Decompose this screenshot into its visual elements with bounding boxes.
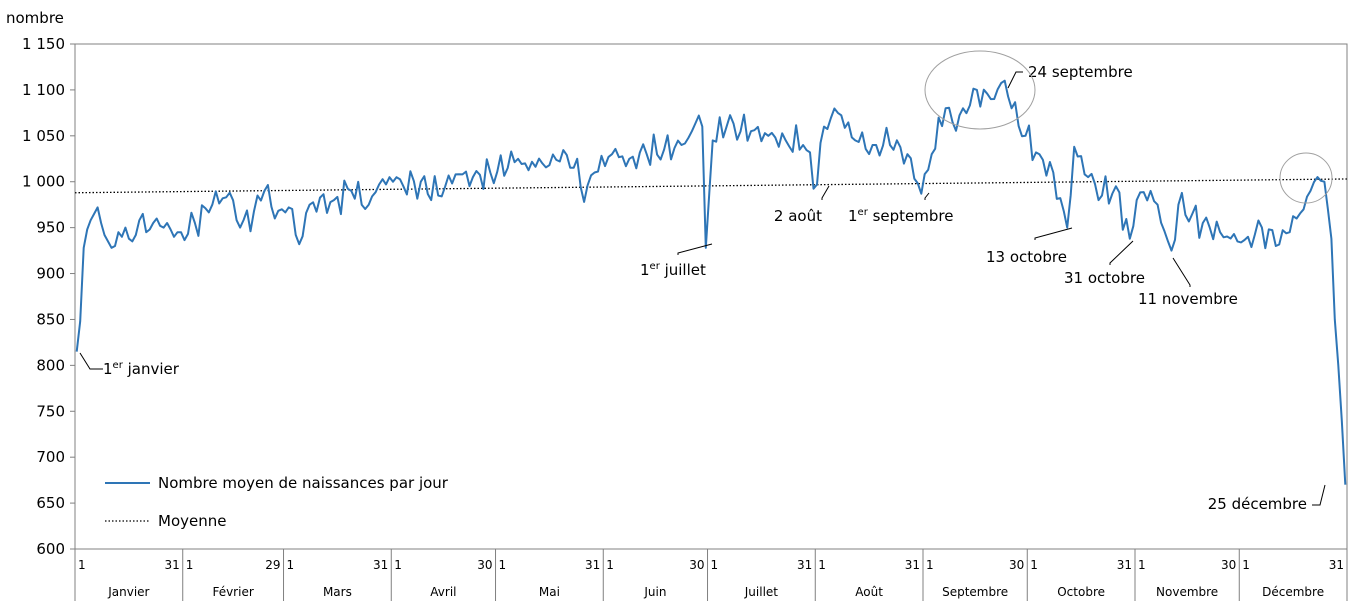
annotation-leader: [821, 185, 830, 200]
annotation-leader: [1034, 227, 1073, 240]
legend: Nombre moyen de naissances par jour Moyen…: [105, 474, 449, 530]
x-tick-label: 31: [373, 558, 388, 572]
annotation-leader: [1172, 257, 1191, 287]
month-label: Mars: [323, 585, 352, 599]
x-tick-label: 29: [265, 558, 280, 572]
plot-area-border: [74, 43, 1348, 550]
highlight-circle: [924, 50, 1036, 130]
x-tick-label: 1: [186, 558, 194, 572]
y-tick-label: 650: [36, 494, 65, 512]
y-tick-label: 1 050: [22, 127, 65, 145]
annotation-label: 1er juillet: [640, 261, 706, 279]
plot-frame: [74, 43, 1348, 550]
annotation-leader: [79, 352, 103, 370]
month-label: Mai: [539, 585, 560, 599]
x-tick-label: 31: [1329, 558, 1344, 572]
annotation-label: 11 novembre: [1138, 290, 1238, 308]
x-tick-label: 31: [797, 558, 812, 572]
y-tick-label: 1 150: [22, 35, 65, 53]
y-tick-label: 1 100: [22, 81, 65, 99]
legend-label: Moyenne: [158, 512, 226, 530]
annotation-leader: [677, 243, 713, 255]
x-tick-label: 1: [926, 558, 934, 572]
x-tick-label: 31: [164, 558, 179, 572]
annotation-label: 25 décembre: [1208, 495, 1307, 513]
x-tick-label: 1: [1242, 558, 1250, 572]
month-label: Juin: [643, 585, 666, 599]
x-tick-label: 1: [394, 558, 402, 572]
x-tick-label: 1: [1138, 558, 1146, 572]
y-tick-label: 800: [36, 356, 65, 374]
y-axis-title: nombre: [6, 9, 64, 27]
month-label: Avril: [430, 585, 456, 599]
x-tick-label: 30: [477, 558, 492, 572]
x-tick-label: 31: [1117, 558, 1132, 572]
annotation-leader: [924, 192, 930, 200]
x-tick-label: 1: [818, 558, 826, 572]
month-label: Septembre: [942, 585, 1008, 599]
month-label: Juillet: [744, 585, 779, 599]
y-tick-label: 750: [36, 402, 65, 420]
month-label: Août: [855, 585, 883, 599]
x-tick-label: 1: [287, 558, 295, 572]
x-tick-label: 30: [1009, 558, 1024, 572]
annotation-label: 2 août: [774, 207, 822, 225]
x-tick-label: 1: [711, 558, 719, 572]
x-tick-label: 1: [499, 558, 507, 572]
month-label: Novembre: [1156, 585, 1218, 599]
x-tick-label: 30: [689, 558, 704, 572]
month-label: Octobre: [1057, 585, 1105, 599]
annotation-label: 31 octobre: [1064, 269, 1145, 287]
annotation-leader: [1109, 240, 1134, 265]
x-axis-months: 1 31 Janvier 1 29 Février 1 31 Mars 1 30 Avril 1 31 Ma…: [74, 549, 1348, 601]
x-tick-label: 1: [606, 558, 614, 572]
y-tick-label: 1 000: [22, 173, 65, 191]
y-tick-label: 700: [36, 448, 65, 466]
annotation-leader: [1312, 484, 1326, 506]
month-label: Décembre: [1262, 585, 1324, 599]
x-tick-label: 30: [1221, 558, 1236, 572]
annotation-leader: [1007, 71, 1023, 89]
x-tick-label: 1: [78, 558, 86, 572]
y-tick-label: 850: [36, 310, 65, 328]
month-label: Février: [212, 585, 253, 599]
x-tick-label: 31: [905, 558, 920, 572]
y-tick-label: 900: [36, 265, 65, 283]
highlight-circle: [1279, 152, 1333, 204]
y-axis-ticks: 600 650 700 750 800 850 900 950 1 000 1 050 1 100 1…: [22, 35, 75, 558]
annotation-label: 24 septembre: [1028, 63, 1133, 81]
annotations: 1er janvier 1er juillet 2 août 1er septembr…: [79, 50, 1333, 513]
legend-label: Nombre moyen de naissances par jour: [158, 474, 449, 492]
annotation-label: 13 octobre: [986, 248, 1067, 266]
month-label: Janvier: [107, 585, 149, 599]
annotation-label: 1er janvier: [103, 360, 180, 378]
y-tick-label: 950: [36, 219, 65, 237]
x-tick-label: 1: [1030, 558, 1038, 572]
y-tick-label: 600: [36, 540, 65, 558]
series-births-line: [75, 79, 1347, 485]
annotation-label: 1er septembre: [848, 207, 953, 225]
x-tick-label: 31: [585, 558, 600, 572]
series-births: [75, 79, 1347, 485]
